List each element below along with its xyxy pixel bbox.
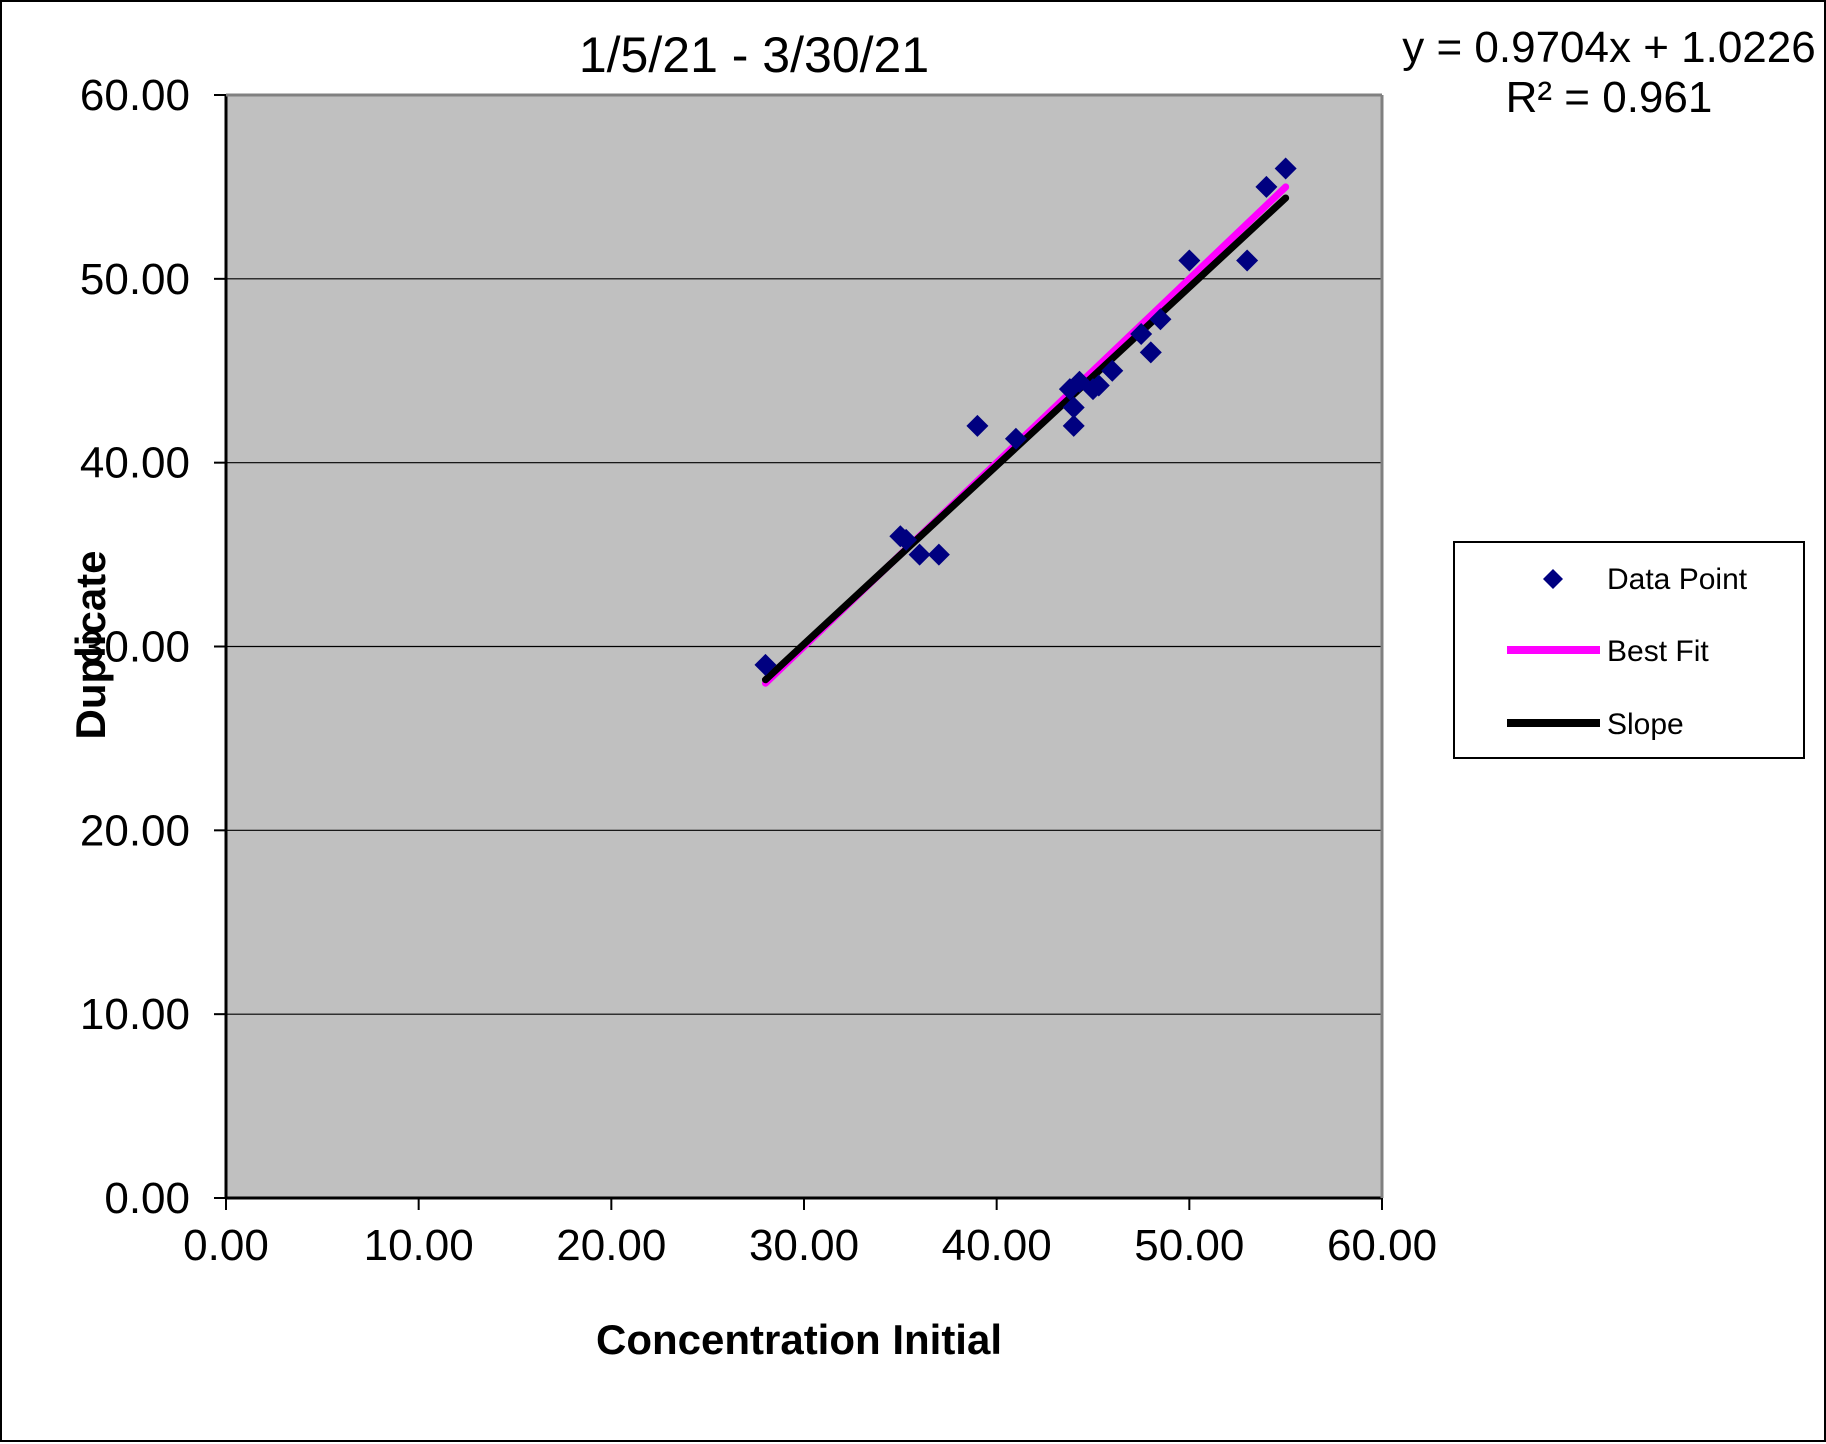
data-point-marker bbox=[1101, 359, 1124, 382]
legend-label-best-fit: Best Fit bbox=[1607, 635, 1709, 668]
data-point-marker bbox=[1062, 396, 1085, 419]
data-point-marker bbox=[1139, 341, 1162, 364]
legend-label-slope: Slope bbox=[1607, 708, 1684, 741]
y-tick-label: 20.00 bbox=[80, 806, 190, 855]
data-point-marker bbox=[1236, 249, 1259, 272]
data-point-marker bbox=[966, 414, 989, 437]
data-point-marker bbox=[1130, 322, 1153, 345]
y-tick-label: 50.00 bbox=[80, 255, 190, 304]
x-tick-label: 50.00 bbox=[1134, 1221, 1244, 1270]
data-point-marker bbox=[1178, 249, 1201, 272]
legend-diamond-marker bbox=[1543, 569, 1563, 589]
data-point-marker bbox=[895, 528, 918, 551]
x-axis-label: Concentration Initial bbox=[596, 1316, 1002, 1363]
x-tick-label: 60.00 bbox=[1327, 1221, 1437, 1270]
axes: 0.00 10.00 20.00 30.00 40.00 50.00 60.00 0.00 10… bbox=[80, 71, 1437, 1270]
chart-title: 1/5/21 - 3/30/21 bbox=[579, 27, 929, 83]
data-point-marker bbox=[908, 543, 931, 566]
x-tick-label: 10.00 bbox=[364, 1221, 474, 1270]
legend: Data Point Best Fit Slope bbox=[1453, 541, 1805, 759]
x-tick-label: 0.00 bbox=[183, 1221, 269, 1270]
data-point-marker bbox=[1004, 427, 1027, 450]
y-tick-label: 10.00 bbox=[80, 990, 190, 1039]
data-point-marker bbox=[1274, 157, 1297, 180]
y-tick-label: 40.00 bbox=[80, 439, 190, 488]
y-tick-label: 0.00 bbox=[104, 1174, 190, 1223]
data-point-marker bbox=[1149, 308, 1172, 331]
y-tick-label: 60.00 bbox=[80, 71, 190, 120]
y-tick-label: 30.00 bbox=[80, 623, 190, 672]
data-point-marker bbox=[1255, 175, 1278, 198]
x-tick-label: 20.00 bbox=[556, 1221, 666, 1270]
legend-label-data-point: Data Point bbox=[1607, 563, 1748, 596]
data-point-marker bbox=[1087, 374, 1110, 397]
r-squared-label: R² = 0.961 bbox=[1506, 73, 1713, 122]
x-tick-label: 30.00 bbox=[749, 1221, 859, 1270]
data-point-marker bbox=[927, 543, 950, 566]
y-axis-label: Duplicate bbox=[67, 550, 114, 739]
trendline-equation: y = 0.9704x + 1.0226 bbox=[1402, 23, 1815, 72]
data-points bbox=[754, 157, 1297, 676]
x-tick-label: 40.00 bbox=[942, 1221, 1052, 1270]
data-point-marker bbox=[754, 653, 777, 676]
data-point-marker bbox=[1062, 414, 1085, 437]
